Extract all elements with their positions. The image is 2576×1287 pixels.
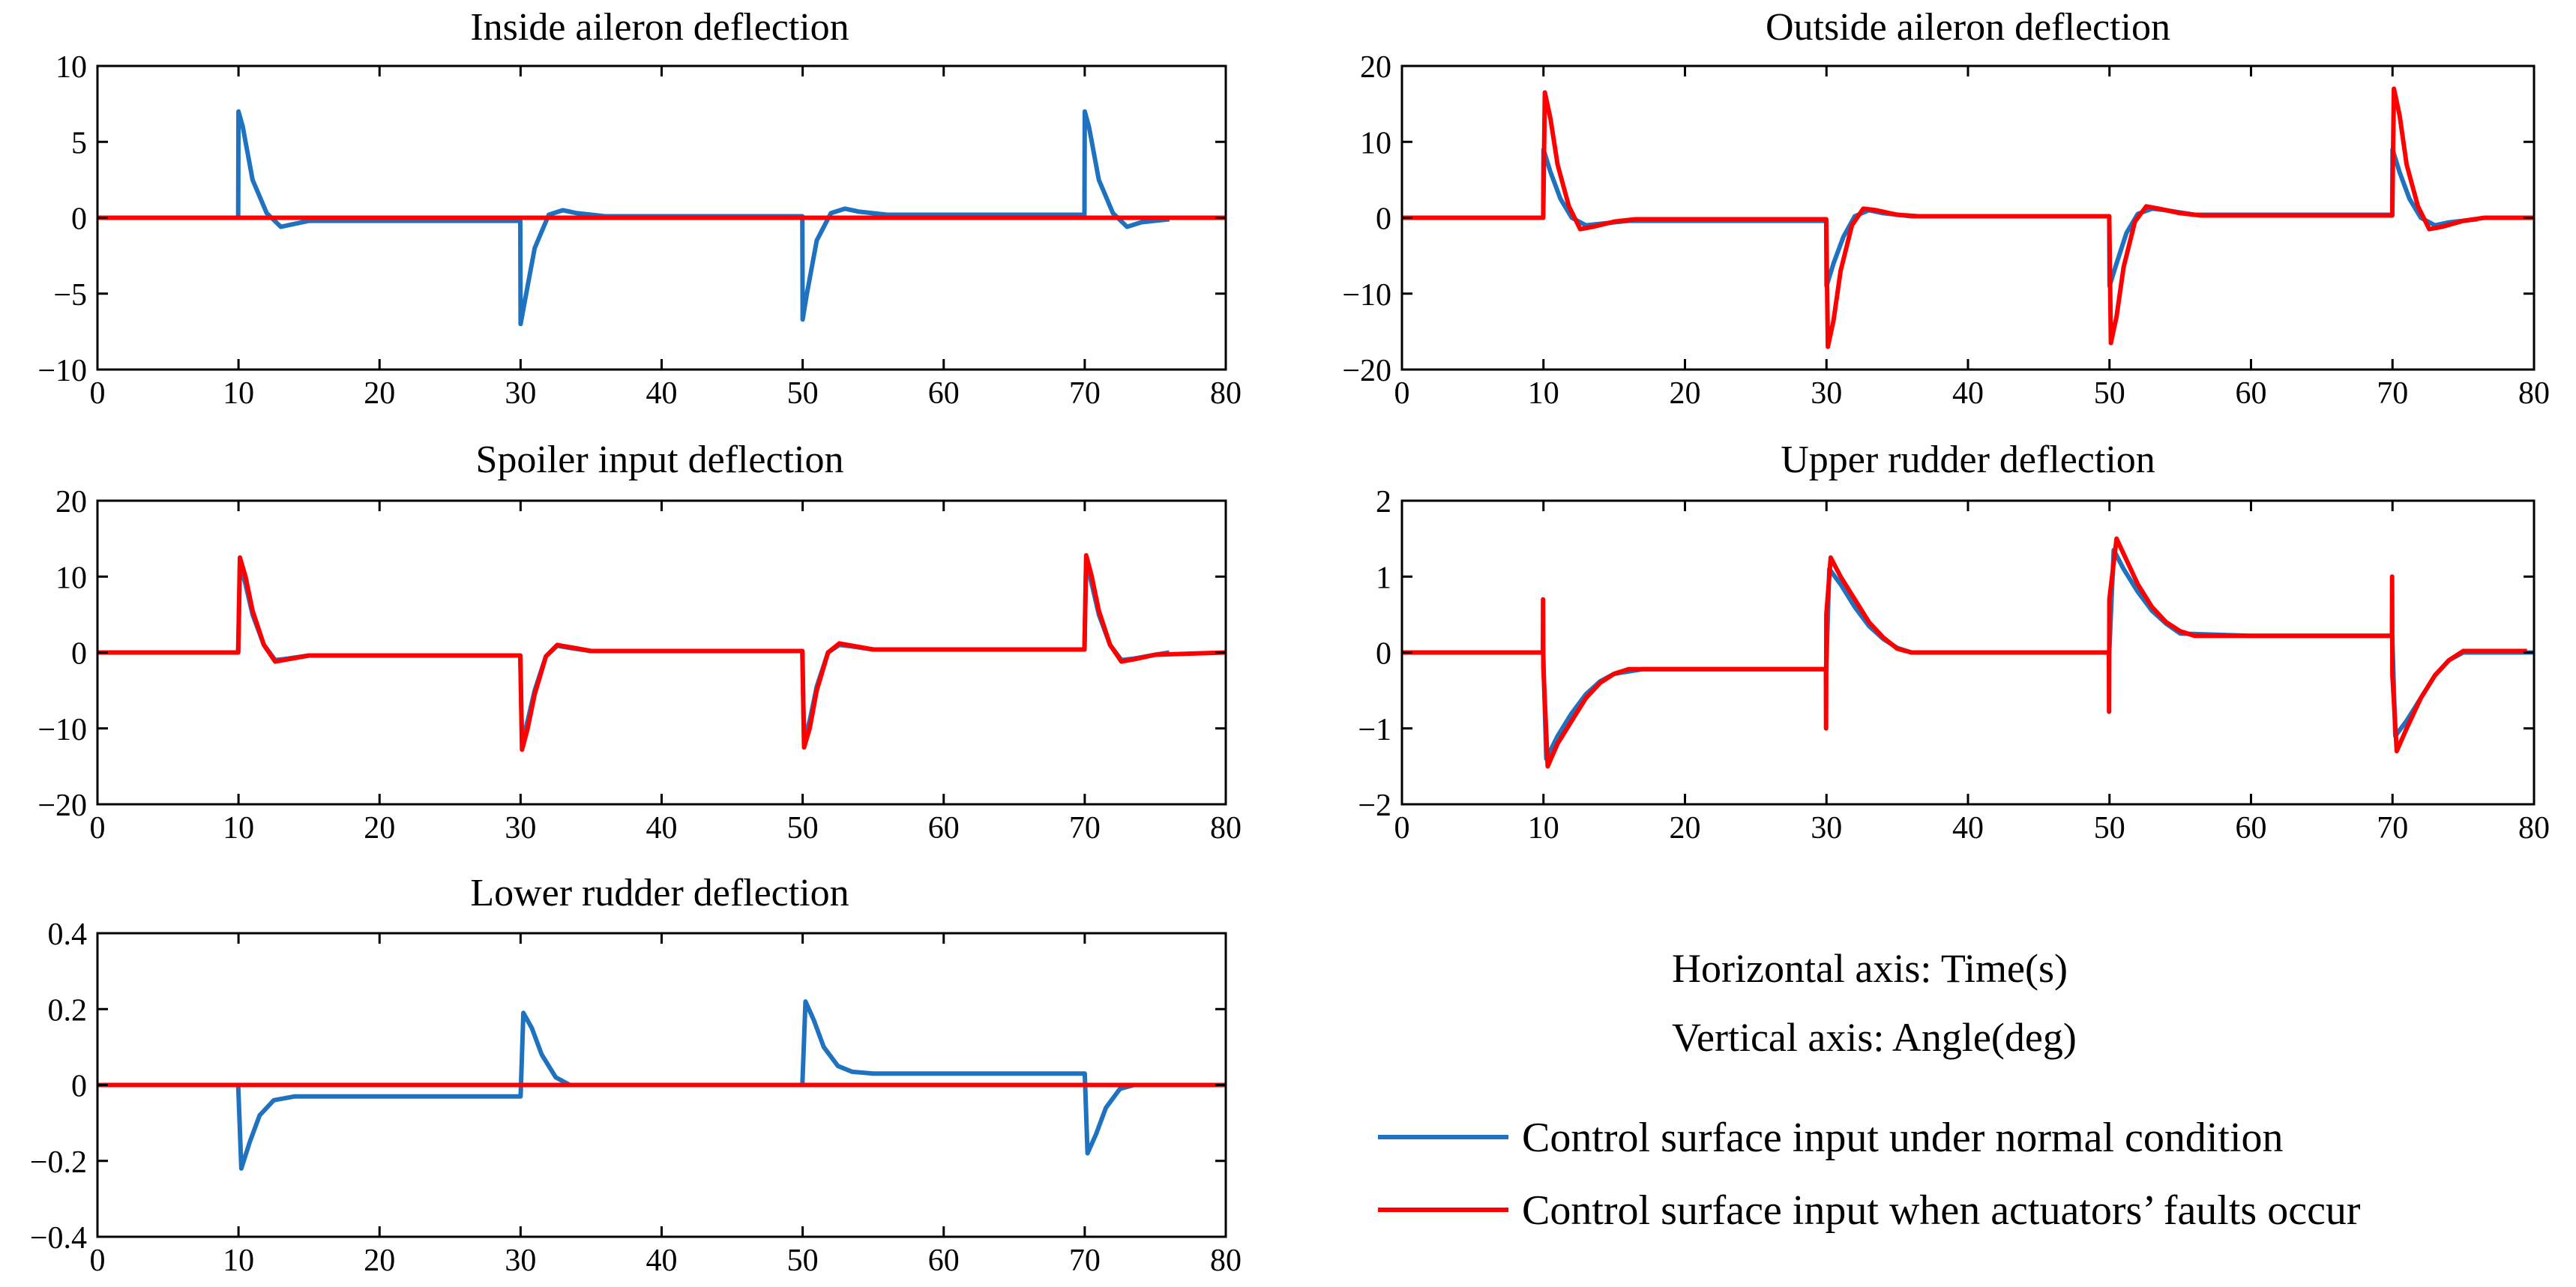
y-tick-label: 20 bbox=[55, 485, 87, 519]
legend-label-fault: Control surface input when actuators’ fa… bbox=[1522, 1187, 2361, 1234]
x-tick-label: 0 bbox=[90, 1244, 106, 1278]
legend: Control surface input under normal condi… bbox=[1378, 1115, 2361, 1234]
x-tick-label: 50 bbox=[2094, 376, 2125, 411]
chart-title: Lower rudder deflection bbox=[470, 872, 849, 914]
y-tick-label: −0.2 bbox=[30, 1145, 87, 1180]
y-tick-label: 0 bbox=[71, 637, 87, 672]
y-tick-label: 0 bbox=[71, 202, 87, 237]
y-tick-label: −20 bbox=[37, 789, 87, 823]
y-tick-label: −10 bbox=[37, 713, 87, 747]
x-tick-label: 0 bbox=[1394, 376, 1410, 411]
x-tick-label: 20 bbox=[1670, 811, 1701, 846]
x-tick-label: 80 bbox=[2518, 376, 2550, 411]
x-tick-label: 60 bbox=[928, 811, 960, 846]
x-tick-label: 10 bbox=[223, 1244, 254, 1278]
x-tick-label: 30 bbox=[1811, 811, 1842, 846]
chart-title: Inside aileron deflection bbox=[470, 6, 849, 49]
legend-label-normal: Control surface input under normal condi… bbox=[1522, 1115, 2284, 1161]
y-tick-label: −0.4 bbox=[30, 1221, 87, 1256]
x-tick-label: 80 bbox=[2518, 811, 2550, 846]
x-tick-label: 70 bbox=[2377, 376, 2408, 411]
y-tick-label: −2 bbox=[1358, 789, 1391, 823]
y-tick-label: 10 bbox=[55, 561, 87, 595]
x-tick-label: 50 bbox=[787, 1244, 819, 1278]
y-tick-label: 1 bbox=[1376, 561, 1391, 595]
x-tick-label: 10 bbox=[1528, 376, 1559, 411]
x-tick-label: 40 bbox=[646, 1244, 678, 1278]
x-tick-label: 80 bbox=[1210, 376, 1242, 411]
chart-title: Outside aileron deflection bbox=[1766, 6, 2170, 49]
x-tick-label: 80 bbox=[1210, 1244, 1242, 1278]
chart-title: Spoiler input deflection bbox=[475, 438, 843, 481]
x-tick-label: 70 bbox=[1069, 811, 1101, 846]
y-tick-label: 20 bbox=[1360, 50, 1391, 85]
x-tick-label: 70 bbox=[1069, 1244, 1101, 1278]
y-tick-label: 10 bbox=[55, 50, 87, 85]
series-line-fault bbox=[1402, 536, 2527, 769]
y-tick-label: 0 bbox=[71, 1070, 87, 1104]
horizontal-axis-note: Horizontal axis: Time(s) bbox=[1672, 946, 2068, 991]
x-tick-label: 30 bbox=[505, 1244, 536, 1278]
x-tick-label: 20 bbox=[1670, 376, 1701, 411]
y-tick-label: 0.4 bbox=[48, 917, 88, 952]
x-tick-label: 20 bbox=[364, 376, 395, 411]
x-tick-label: 60 bbox=[928, 1244, 960, 1278]
x-tick-label: 20 bbox=[364, 811, 395, 846]
y-tick-label: 0 bbox=[1376, 202, 1391, 237]
y-tick-label: −20 bbox=[1342, 354, 1391, 388]
x-tick-label: 10 bbox=[1528, 811, 1559, 846]
x-tick-label: 10 bbox=[223, 811, 254, 846]
chart-panel-2: Outside aileron deflection 0 10 20 30 40 50 60 7… bbox=[1342, 6, 2550, 411]
x-tick-label: 80 bbox=[1210, 811, 1242, 846]
y-tick-label: 10 bbox=[1360, 126, 1391, 160]
x-tick-label: 40 bbox=[646, 376, 678, 411]
x-tick-label: 20 bbox=[364, 1244, 395, 1278]
x-tick-label: 40 bbox=[1952, 376, 1984, 411]
chart-panel-5: Lower rudder deflection 0 10 20 30 40 50 60 70 80… bbox=[30, 872, 1242, 1278]
series-line-fault bbox=[1402, 86, 2534, 349]
x-tick-label: 0 bbox=[90, 811, 106, 846]
vertical-axis-note: Vertical axis: Angle(deg) bbox=[1672, 1015, 2077, 1060]
x-tick-label: 50 bbox=[2094, 811, 2125, 846]
y-tick-label: −1 bbox=[1358, 713, 1391, 747]
x-tick-label: 60 bbox=[2236, 811, 2267, 846]
x-tick-label: 50 bbox=[787, 376, 819, 411]
x-tick-label: 40 bbox=[646, 811, 678, 846]
series-line-fault bbox=[97, 552, 1226, 753]
axis-notes: Horizontal axis: Time(s) Vertical axis: … bbox=[1672, 946, 2077, 1060]
y-tick-label: 0.2 bbox=[48, 993, 88, 1028]
x-tick-label: 30 bbox=[505, 376, 536, 411]
x-tick-label: 50 bbox=[787, 811, 819, 846]
y-tick-label: 2 bbox=[1376, 485, 1391, 519]
x-tick-label: 60 bbox=[2236, 376, 2267, 411]
y-tick-label: −5 bbox=[53, 278, 87, 313]
y-tick-label: −10 bbox=[37, 354, 87, 388]
chart-title: Upper rudder deflection bbox=[1781, 438, 2155, 481]
x-tick-label: 0 bbox=[90, 376, 106, 411]
x-tick-label: 40 bbox=[1952, 811, 1984, 846]
x-tick-label: 30 bbox=[1811, 376, 1842, 411]
x-tick-label: 0 bbox=[1394, 811, 1410, 846]
chart-panel-3: Spoiler input deflection 0 10 20 30 40 50 60 70 8… bbox=[37, 438, 1242, 846]
x-tick-label: 10 bbox=[223, 376, 254, 411]
y-tick-label: 0 bbox=[1376, 637, 1391, 672]
y-tick-label: −10 bbox=[1342, 278, 1391, 313]
x-tick-label: 70 bbox=[1069, 376, 1101, 411]
x-tick-label: 60 bbox=[928, 376, 960, 411]
x-tick-label: 30 bbox=[505, 811, 536, 846]
y-tick-label: 5 bbox=[71, 126, 87, 160]
x-tick-label: 70 bbox=[2377, 811, 2408, 846]
